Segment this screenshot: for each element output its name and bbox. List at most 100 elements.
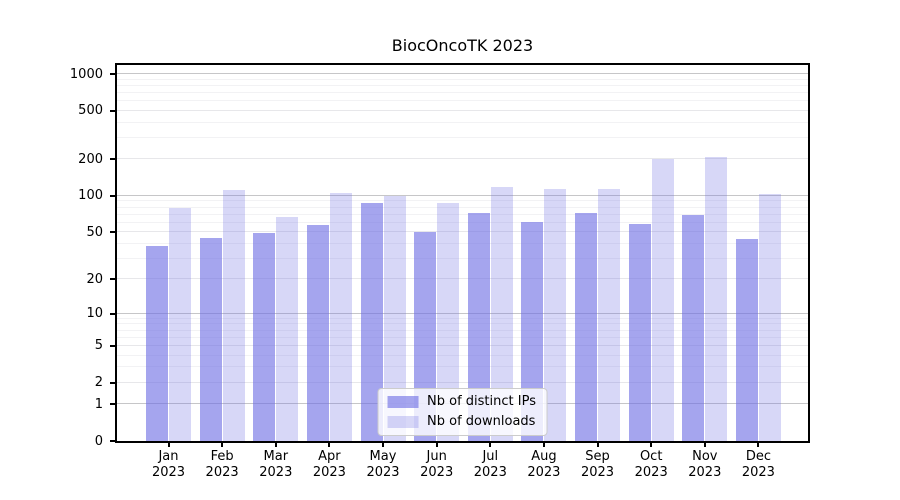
bar-downloads-mar [276,216,299,441]
y-tick-2 [110,381,115,384]
bar-downloads-feb [222,189,245,441]
y-tick-label-10: 10 [86,306,103,322]
y-tick-20 [110,278,115,281]
bar-distinct-ips-apr [306,225,329,441]
bar-distinct-ips-jul [467,213,490,441]
bar-distinct-ips-aug [521,221,544,441]
gridline-50 [117,231,808,233]
y-tick-50 [110,231,115,234]
gridline-30 [117,257,808,259]
y-tick-label-5: 5 [94,338,103,354]
bar-downloads-oct [651,159,674,441]
x-tick-label-nov: Nov 2023 [688,449,722,480]
x-tick-label-oct: Oct 2023 [634,449,668,480]
gridline-600 [117,100,808,102]
y-tick-label-0: 0 [94,433,103,449]
gridline-5 [117,344,808,346]
x-tick-oct [650,443,653,447]
x-tick-label-sep: Sep 2023 [580,449,615,480]
bar-downloads-jun [437,202,460,441]
bar-distinct-ips-jan [146,246,168,441]
x-tick-label-jan: Jan 2023 [151,449,186,480]
x-tick-label-mar: Mar 2023 [259,449,293,480]
gridline-700 [117,91,808,93]
gridline-900 [117,78,808,80]
bar-distinct-ips-nov [682,214,705,441]
y-tick-label-50: 50 [86,224,103,240]
bar-downloads-nov [705,156,728,441]
y-tick-200 [110,158,115,161]
bar-downloads-dec [758,193,781,441]
y-tick-label-1000: 1000 [69,66,103,82]
gridline-500 [117,109,808,111]
gridline-10 [117,312,808,314]
x-tick-label-dec: Dec 2023 [741,449,775,480]
gridline-1000 [117,73,808,74]
bar-downloads-apr [329,193,352,441]
x-tick-feb [221,443,224,447]
legend-swatch-downloads [387,416,419,428]
y-tick-label-1: 1 [94,396,103,412]
chart-title: BiocOncoTK 2023 [391,36,534,55]
x-tick-label-feb: Feb 2023 [205,449,239,480]
gridline-4 [117,354,808,356]
legend-entry-distinct-ips: Nb of distinct IPs [387,395,536,409]
gridline-400 [117,121,808,123]
bar-downloads-may [383,195,406,441]
gridline-80 [117,206,808,208]
y-tick-label-200: 200 [78,151,103,167]
gridline-90 [117,200,808,202]
gridline-7 [117,329,808,331]
bar-distinct-ips-oct [628,224,651,441]
plot-area: Nb of distinct IPs Nb of downloads [115,63,810,443]
bar-downloads-aug [544,188,567,441]
y-tick-1 [110,403,115,406]
x-tick-label-jul: Jul 2023 [473,449,507,480]
y-tick-1000 [110,73,115,75]
bar-downloads-jan [169,207,191,441]
y-tick-label-100: 100 [78,188,103,204]
bar-distinct-ips-dec [735,238,758,441]
x-tick-mar [274,443,277,447]
x-tick-sep [596,443,599,447]
y-tick-5 [110,344,115,347]
gridline-100 [117,194,808,196]
x-tick-label-jun: Jun 2023 [420,449,454,480]
y-tick-100 [110,194,115,197]
gridline-20 [117,278,808,280]
gridline-8 [117,323,808,325]
bar-distinct-ips-feb [199,237,222,441]
gridline-2 [117,381,808,383]
x-tick-may [382,443,384,447]
gridline-800 [117,84,808,86]
gridline-300 [117,136,808,138]
legend-entry-downloads: Nb of downloads [387,415,536,429]
x-tick-aug [542,443,545,447]
y-tick-500 [110,109,115,112]
x-tick-jun [435,443,438,447]
gridline-6 [117,336,808,338]
x-tick-nov [703,443,706,447]
legend-label-downloads: Nb of downloads [427,414,536,429]
y-tick-10 [110,312,115,315]
gridline-70 [117,213,808,215]
gridline-200 [117,158,808,160]
bar-downloads-jul [490,187,513,441]
y-tick-0 [110,440,115,442]
bar-downloads-sep [598,188,620,441]
x-tick-label-aug: Aug 2023 [527,449,561,480]
bar-distinct-ips-sep [575,213,597,441]
x-tick-apr [328,443,331,447]
legend: Nb of distinct IPs Nb of downloads [377,388,548,436]
bar-distinct-ips-mar [253,233,276,441]
y-tick-label-500: 500 [78,103,103,119]
x-tick-dec [757,443,760,447]
gridline-40 [117,242,808,244]
x-tick-label-may: May 2023 [366,449,400,480]
legend-label-distinct-ips: Nb of distinct IPs [427,394,536,409]
bar-distinct-ips-may [360,203,383,441]
legend-swatch-distinct-ips [387,396,419,408]
x-tick-label-apr: Apr 2023 [312,449,346,480]
x-tick-jul [489,443,492,447]
